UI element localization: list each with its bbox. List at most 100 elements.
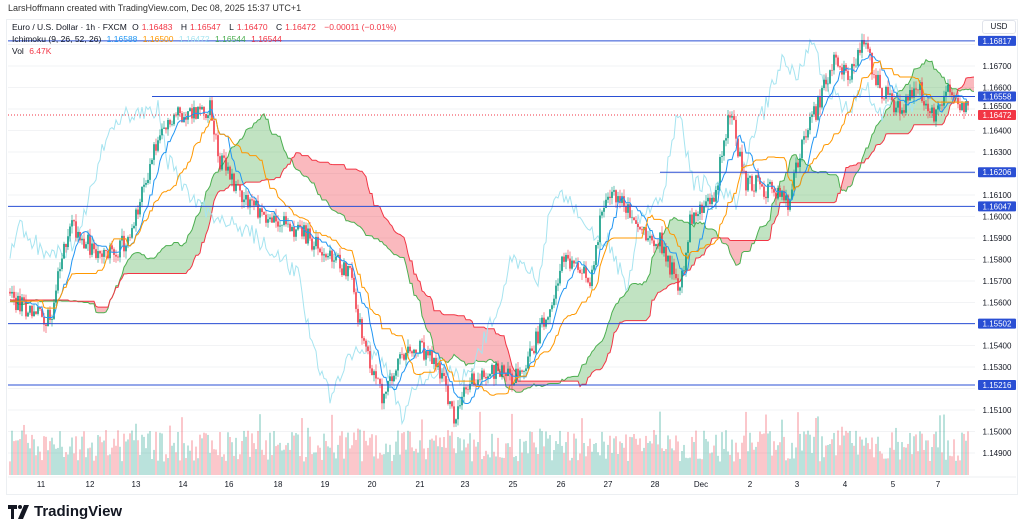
volume-bar xyxy=(405,449,407,475)
candle-body xyxy=(607,196,609,200)
volume-bar xyxy=(943,414,945,475)
volume-bar xyxy=(901,442,903,475)
volume-bar xyxy=(123,433,125,475)
cloud-segment xyxy=(426,295,428,332)
volume-bar xyxy=(777,445,779,475)
cloud-segment xyxy=(696,222,698,258)
ichimoku-legend[interactable]: Ichimoku (9, 26, 52, 26) 1.16588 1.16500… xyxy=(12,33,399,45)
candle-body xyxy=(503,365,505,374)
candle-body xyxy=(181,113,183,123)
low-value: 1.16470 xyxy=(236,22,268,32)
volume-bar xyxy=(645,435,647,475)
cloud-segment xyxy=(924,59,926,125)
cloud-segment xyxy=(880,119,882,145)
candle-body xyxy=(441,373,443,379)
volume-bar xyxy=(675,435,677,475)
cloud-segment xyxy=(162,247,164,274)
candle-body xyxy=(427,351,429,356)
candle xyxy=(249,197,251,215)
cloud-segment xyxy=(238,139,240,185)
candle-body xyxy=(579,269,581,273)
candle xyxy=(259,207,261,224)
cloud-segment xyxy=(770,204,772,239)
candle xyxy=(931,104,933,119)
candle-body xyxy=(893,100,895,113)
level-price-badge xyxy=(978,201,1016,212)
candle-body xyxy=(945,91,947,96)
cloud-segment xyxy=(464,315,466,366)
cloud-segment xyxy=(360,171,362,229)
last-price-label: 1.16472 xyxy=(983,111,1012,120)
volume-bar xyxy=(379,452,381,475)
cloud-segment xyxy=(652,254,654,301)
volume-bar xyxy=(523,441,525,475)
tenkan-value: 1.16588 xyxy=(106,34,138,44)
candle-body xyxy=(277,221,279,227)
candle xyxy=(253,197,255,211)
volume-bar xyxy=(939,415,941,475)
volume-bar xyxy=(871,437,873,475)
candle-body xyxy=(933,107,935,122)
volume-bar xyxy=(441,447,443,475)
cloud-segment xyxy=(194,216,196,260)
volume-bar xyxy=(625,434,627,475)
volume-bar xyxy=(19,439,21,475)
price-chart[interactable]: 1.168171.165581.162061.160471.155021.152… xyxy=(0,0,1024,500)
candle xyxy=(949,78,951,97)
candle xyxy=(419,339,421,355)
volume-bar xyxy=(547,438,549,475)
cloud-segment xyxy=(222,162,224,191)
volume-bar xyxy=(491,433,493,475)
candle-body xyxy=(855,65,857,67)
volume-bar xyxy=(649,441,651,475)
volume-bar xyxy=(395,441,397,475)
volume-legend[interactable]: Vol 6.47K xyxy=(12,45,399,57)
candle xyxy=(153,141,155,166)
volume-bar xyxy=(597,452,599,475)
candle-body xyxy=(911,90,913,98)
candle-body xyxy=(823,79,825,88)
candle xyxy=(799,153,801,173)
volume-bar xyxy=(705,438,707,475)
volume-bar xyxy=(483,456,485,475)
candle-body xyxy=(821,87,823,108)
time-axis-tick: 26 xyxy=(557,480,566,489)
candle-body xyxy=(15,297,17,311)
cloud-segment xyxy=(798,159,800,203)
volume-bar xyxy=(67,454,69,475)
candle-body xyxy=(515,368,517,384)
candle-body xyxy=(669,255,671,275)
candle-body xyxy=(725,138,727,141)
cloud-segment xyxy=(480,327,482,362)
candle-body xyxy=(533,350,535,354)
symbol-legend[interactable]: Euro / U.S. Dollar · 1h · FXCM O 1.16483 … xyxy=(12,21,399,33)
volume-bar xyxy=(289,449,291,475)
candle-body xyxy=(909,90,911,101)
candle-body xyxy=(423,342,425,360)
cloud-segment xyxy=(430,296,432,340)
candle-body xyxy=(941,104,943,106)
volume-bar xyxy=(703,430,705,475)
candle-body xyxy=(709,197,711,205)
candle xyxy=(409,344,411,354)
volume-bar xyxy=(667,435,669,475)
cloud-segment xyxy=(738,240,740,265)
cloud-segment xyxy=(642,281,644,321)
currency-button[interactable]: USD xyxy=(982,20,1016,34)
volume-bar xyxy=(757,441,759,475)
cloud-segment xyxy=(830,174,832,203)
volume-bar xyxy=(885,458,887,475)
candle xyxy=(801,138,803,162)
volume-bar xyxy=(57,447,59,475)
volume-bar xyxy=(893,449,895,475)
volume-bar xyxy=(961,432,963,475)
cloud-segment xyxy=(640,283,642,321)
candle-body xyxy=(735,119,737,139)
cloud-segment xyxy=(538,381,540,386)
cloud-segment xyxy=(264,113,266,181)
volume-bar xyxy=(81,436,83,475)
candle-body xyxy=(409,346,411,352)
candle-body xyxy=(739,151,741,157)
candle-body xyxy=(49,309,51,320)
candle xyxy=(71,214,73,234)
